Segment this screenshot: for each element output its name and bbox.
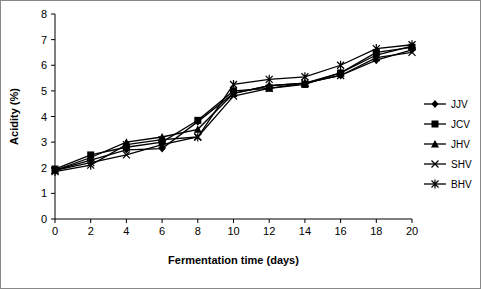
y-tick [51,90,55,91]
point [409,40,416,49]
point [230,93,237,100]
legend-marker [432,180,439,189]
point [337,72,344,79]
series-line [55,52,412,170]
legend-label: BHV [451,179,472,190]
y-tick [51,14,55,15]
x-tick [412,219,413,223]
x-tick [304,219,305,223]
x-tick-label: 14 [299,225,311,237]
x-tick-label: 4 [123,225,129,237]
point [266,85,273,92]
y-tick-label: 0 [41,213,47,225]
x-tick [269,219,270,223]
point [194,125,202,133]
y-tick [51,65,55,66]
point [159,135,166,144]
x-tick [90,219,91,223]
series-line [55,46,412,170]
x-axis-label: Fermentation time (days) [168,254,299,266]
point [373,44,380,53]
legend-marker [431,140,439,148]
x-tick [126,219,127,223]
legend-label: JJV [451,99,468,110]
x-tick-label: 20 [406,225,418,237]
series [52,46,416,174]
x-tick-label: 0 [52,225,58,237]
point [194,117,201,124]
point [194,133,201,142]
series-line [55,50,412,170]
x-tick-label: 12 [263,225,275,237]
series-line [55,47,412,169]
x-tick-label: 18 [370,225,382,237]
x-tick [340,219,341,223]
y-tick-label: 4 [41,111,47,123]
legend-label: JCV [451,119,470,130]
x-tick-label: 16 [334,225,346,237]
series [52,40,416,176]
y-tick-label: 1 [41,187,47,199]
chart: 01234567802468101214161820Fermentation t… [0,0,481,289]
point [87,161,94,170]
y-tick-label: 7 [41,34,47,46]
y-tick [51,193,55,194]
legend-marker [432,161,439,168]
point [123,140,130,149]
y-tick [51,39,55,40]
y-tick [51,142,55,143]
y-tick-label: 2 [41,162,47,174]
y-tick-label: 5 [41,85,47,97]
legend-label: SHV [451,159,472,170]
point [409,49,416,56]
chart-frame [1,1,481,289]
x-tick-label: 10 [227,225,239,237]
y-tick [51,116,55,117]
x-tick [233,219,234,223]
legend-marker [432,121,439,128]
point [230,80,237,89]
y-tick-label: 8 [41,8,47,20]
x-tick [376,219,377,223]
y-axis-label: Acidity (%) [8,88,20,145]
point [337,61,344,70]
y-tick-label: 3 [41,136,47,148]
x-tick [197,219,198,223]
x-tick-label: 6 [159,225,165,237]
series [51,42,416,174]
y-tick [51,219,55,220]
point [373,54,380,61]
series [52,44,416,173]
point [123,151,130,158]
x-tick [162,219,163,223]
legend: JJV JCV JHV SHV BHV [424,99,472,190]
legend-marker [432,100,439,108]
x-tick-label: 2 [88,225,94,237]
point [194,118,201,126]
plot-area [51,40,416,176]
point [301,72,308,81]
legend-label: JHV [451,139,470,150]
series-line [55,45,412,172]
x-tick [55,219,56,223]
point [266,75,273,84]
y-tick-label: 6 [41,59,47,71]
x-tick-label: 8 [195,225,201,237]
series [52,49,416,174]
point [52,167,59,176]
